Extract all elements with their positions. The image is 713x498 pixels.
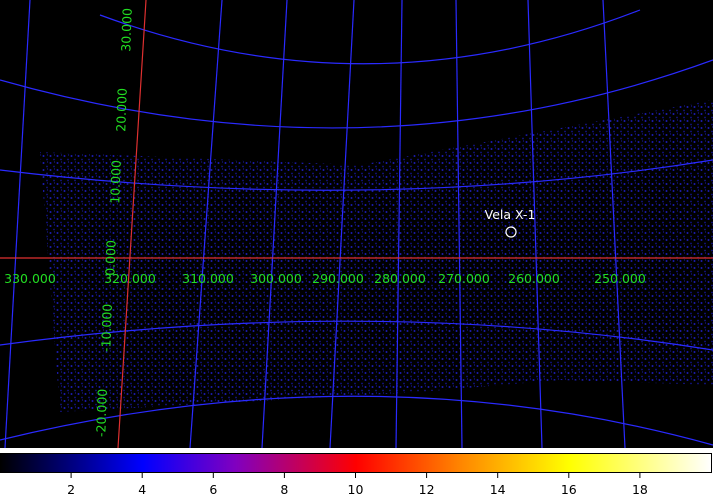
- latitude-line: [0, 159, 713, 191]
- colorbar-tick-label: 4: [138, 482, 146, 497]
- latitude-label: 10.000: [107, 160, 124, 204]
- source-marker[interactable]: [505, 226, 517, 238]
- longitude-line: [395, 0, 403, 449]
- colorbar-tick-label: 6: [209, 482, 217, 497]
- longitude-label: 290.000: [312, 271, 364, 286]
- colorbar-tick-label: 2: [67, 482, 75, 497]
- longitude-label: 260.000: [508, 271, 560, 286]
- source-label: Vela X-1: [485, 207, 536, 222]
- latitude-line: [0, 59, 713, 129]
- colorbar-tick-label: 12: [419, 482, 435, 497]
- latitude-label: -10.000: [98, 303, 115, 352]
- colorbar: [0, 453, 712, 473]
- colorbar-tick-label: 10: [348, 482, 364, 497]
- longitude-label: 280.000: [374, 271, 426, 286]
- longitude-label: 250.000: [594, 271, 646, 286]
- latitude-label: 0.000: [102, 240, 118, 276]
- meridian-axis: [117, 0, 147, 449]
- longitude-label: 310.000: [182, 271, 234, 286]
- latitude-line: [0, 395, 713, 446]
- colorbar-tick-label: 18: [632, 482, 648, 497]
- coordinate-grid: [0, 0, 713, 449]
- longitude-line: [602, 0, 626, 449]
- colorbar-tick-label: 14: [490, 482, 506, 497]
- longitude-line: [4, 0, 31, 449]
- latitude-label: -20.000: [93, 388, 110, 437]
- longitude-line: [261, 0, 288, 449]
- longitude-line: [455, 0, 463, 449]
- exposure-region: [40, 100, 713, 412]
- colorbar-tick-label: 8: [280, 482, 288, 497]
- longitude-label: 270.000: [438, 271, 490, 286]
- latitude-line: [0, 320, 713, 351]
- latitude-label: 30.000: [118, 8, 135, 52]
- longitude-label: 330.000: [4, 271, 56, 286]
- latitude-label: 20.000: [113, 88, 130, 132]
- longitude-line: [329, 0, 355, 449]
- longitude-label: 320.000: [104, 271, 156, 286]
- colorbar-tick-label: 16: [561, 482, 577, 497]
- longitude-label: 300.000: [250, 271, 302, 286]
- longitude-line: [189, 0, 223, 449]
- longitude-line: [527, 0, 543, 449]
- latitude-line: [99, 9, 641, 65]
